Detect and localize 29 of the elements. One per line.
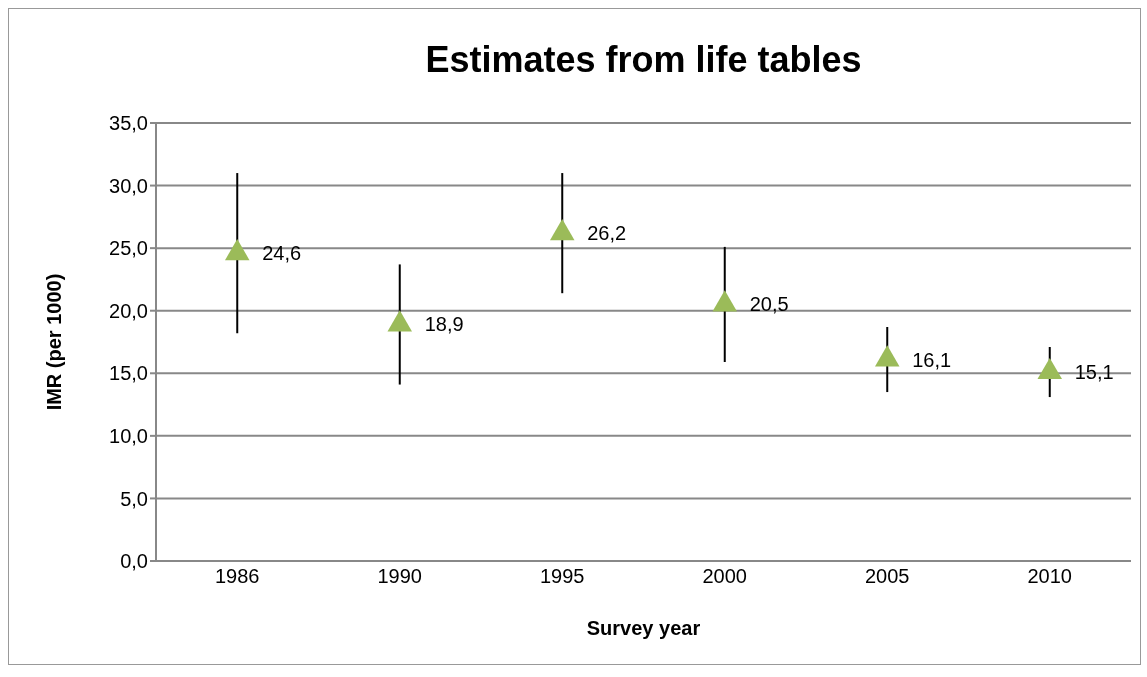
- point: [387, 310, 412, 332]
- point: [712, 290, 737, 312]
- x-tick-label: 2000: [702, 565, 747, 588]
- y-tick-label: 0,0: [120, 550, 148, 573]
- data-label: 16,1: [912, 348, 952, 371]
- point: [225, 239, 250, 261]
- y-tick-label: 20,0: [109, 299, 148, 322]
- data-label: 15,1: [1074, 361, 1114, 384]
- y-axis-title: IMR (per 1000): [43, 273, 66, 411]
- data-label: 26,2: [587, 222, 627, 245]
- y-tick-label: 30,0: [109, 174, 148, 197]
- y-tick-label: 15,0: [109, 362, 148, 385]
- point: [550, 218, 575, 241]
- x-tick-label: 1986: [215, 565, 260, 588]
- y-tick-label: 10,0: [109, 424, 148, 447]
- data-label: 20,5: [749, 293, 789, 316]
- x-tick-label: 2010: [1027, 565, 1072, 588]
- y-tick-label: 5,0: [120, 487, 148, 510]
- y-tick-label: 35,0: [109, 112, 148, 135]
- point: [1037, 357, 1062, 380]
- x-tick-label: 2005: [865, 565, 910, 588]
- y-tick-label: 25,0: [109, 237, 148, 260]
- x-tick-label: 1995: [540, 565, 585, 588]
- point: [875, 345, 900, 367]
- data-label: 24,6: [262, 242, 302, 265]
- chart-title: Estimates from life tables: [424, 39, 863, 81]
- x-tick-label: 1990: [377, 565, 422, 588]
- x-axis-title: Survey year: [586, 617, 701, 639]
- data-label: 18,9: [424, 313, 464, 336]
